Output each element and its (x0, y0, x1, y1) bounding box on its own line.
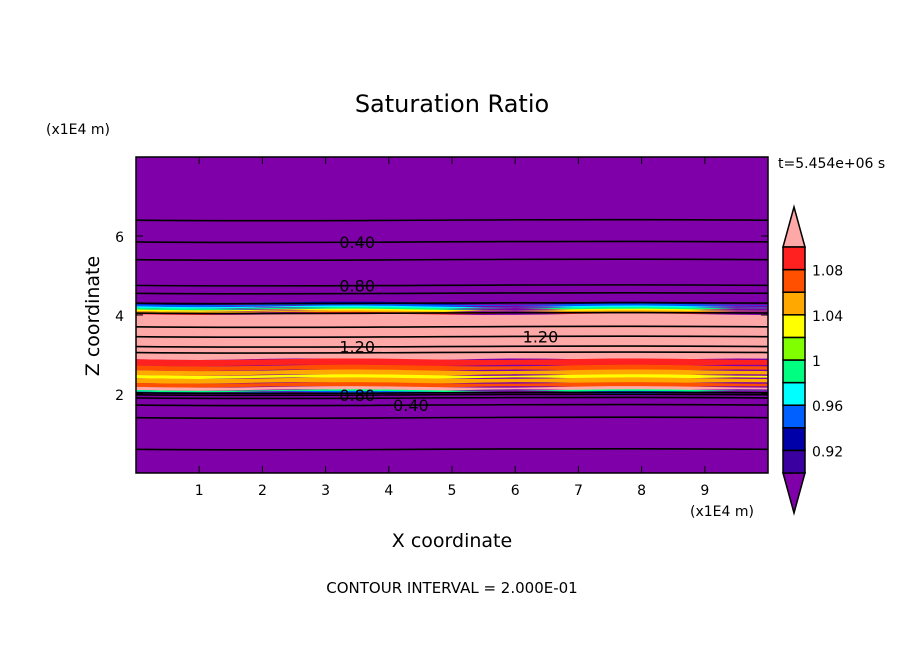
x-tick-label: 8 (637, 483, 646, 499)
contour-label: 1.20 (339, 338, 375, 357)
x-tick-label: 5 (448, 483, 457, 499)
contour-line (135, 396, 769, 400)
contour-label: 0.80 (339, 386, 375, 405)
colorbar-swatch (782, 381, 806, 406)
contour-line (135, 416, 769, 420)
contour-line (135, 391, 769, 395)
contour-label: 0.80 (339, 276, 375, 295)
plot-area: 0.40 0.80 1.20 1.20 0.80 0.40 1 2 3 4 5 6 7 8 9 2 4 6 (115, 156, 769, 499)
x-tick-label: 9 (700, 483, 709, 499)
y-units-label: (x1E4 m) (46, 122, 110, 138)
x-tick-label: 3 (321, 483, 330, 499)
colorbar-swatch (782, 449, 806, 474)
colorbar-swatch (782, 404, 806, 429)
colorbar-tick-label: 0.92 (812, 444, 843, 460)
x-tick-label: 4 (384, 483, 393, 499)
contour-line (135, 351, 769, 354)
contour-interval-note: CONTOUR INTERVAL = 2.000E-01 (326, 579, 577, 597)
y-tick-label: 2 (115, 388, 124, 404)
x-tick-label: 2 (258, 483, 267, 499)
x-axis-label: X coordinate (392, 530, 512, 552)
y-axis-label: Z coordinate (82, 256, 104, 376)
contour-line (135, 311, 769, 315)
colorbar: 0.92 0.96 1 1.04 1.08 (782, 204, 843, 516)
contour-label: 0.40 (339, 233, 375, 252)
colorbar-swatch (782, 291, 806, 316)
colorbar-swatch (782, 359, 806, 384)
x-tick-label: 7 (574, 483, 583, 499)
x-tick-label: 1 (195, 483, 204, 499)
colorbar-tick-label: 0.96 (812, 399, 843, 415)
x-units-label: (x1E4 m) (690, 504, 754, 520)
time-label: t=5.454e+06 s (778, 156, 885, 172)
contour-line (135, 393, 769, 397)
y-tick-label: 6 (115, 230, 124, 246)
colorbar-under-triangle (782, 472, 806, 516)
contour-line (135, 345, 769, 348)
contour-band (136, 358, 768, 367)
contour-line (135, 284, 769, 287)
colorbar-tick-label: 1.04 (812, 309, 843, 325)
contour-line (135, 403, 769, 407)
contour-band (136, 377, 768, 384)
contour-line (135, 291, 769, 295)
colorbar-swatch (782, 336, 806, 361)
contour-band (136, 364, 768, 372)
contour-line (135, 447, 769, 451)
colorbar-tick-label: 1 (812, 354, 821, 370)
contour-label: 0.40 (393, 396, 429, 415)
contour-line (135, 258, 769, 262)
colorbar-tick-label: 1.08 (812, 264, 843, 280)
x-tick-label: 6 (511, 483, 520, 499)
contour-line (135, 325, 769, 329)
contour-line (135, 218, 769, 222)
contour-line (135, 240, 769, 244)
colorbar-over-triangle (782, 204, 806, 248)
colorbar-swatch (782, 314, 806, 339)
contour-label: 1.20 (523, 328, 559, 347)
colorbar-swatch (782, 268, 806, 293)
colorbar-swatch (782, 427, 806, 452)
colorbar-swatch (782, 246, 806, 271)
contour-line (135, 335, 769, 339)
chart-title: Saturation Ratio (355, 90, 549, 118)
y-tick-label: 4 (115, 309, 124, 325)
contour-band (136, 369, 768, 376)
contour-line (135, 301, 769, 305)
